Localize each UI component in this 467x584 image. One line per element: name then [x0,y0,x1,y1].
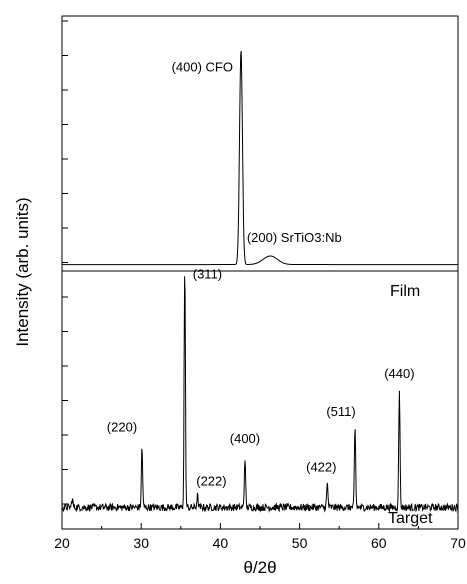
x-tick-label: 30 [133,535,149,551]
peak-label: (222) [196,473,226,488]
peak-label: (422) [306,459,336,474]
x-tick-label: 20 [54,535,70,551]
x-tick-label: 50 [292,535,308,551]
peak-label: (511) [326,404,355,419]
peak-label: (400) [230,431,260,446]
x-tick-label: 40 [213,535,229,551]
series-line-target [61,276,459,513]
x-axis-ticks: 20 30 40 50 60 70 [54,523,466,551]
y-axis-ticks [62,20,68,505]
peak-label: (200) SrTiO3:Nb [247,230,342,245]
peak-label: (440) [384,366,414,381]
x-axis-title: θ/2θ [243,558,276,577]
x-tick-label: 70 [450,535,466,551]
series-traces [61,50,459,513]
peak-label: (400) CFO [172,60,233,75]
peak-labels: (400) CFO (200) SrTiO3:Nb (220) (311) (222) (… [107,60,415,489]
film-panel-label: Film [390,283,420,300]
y-axis-title: Intensity (arb. units) [13,197,32,346]
peak-label: (220) [107,419,137,434]
series-line-film [62,50,458,266]
x-tick-label: 60 [371,535,387,551]
peak-label: (311) [193,266,222,281]
target-panel-label: Target [388,510,433,527]
